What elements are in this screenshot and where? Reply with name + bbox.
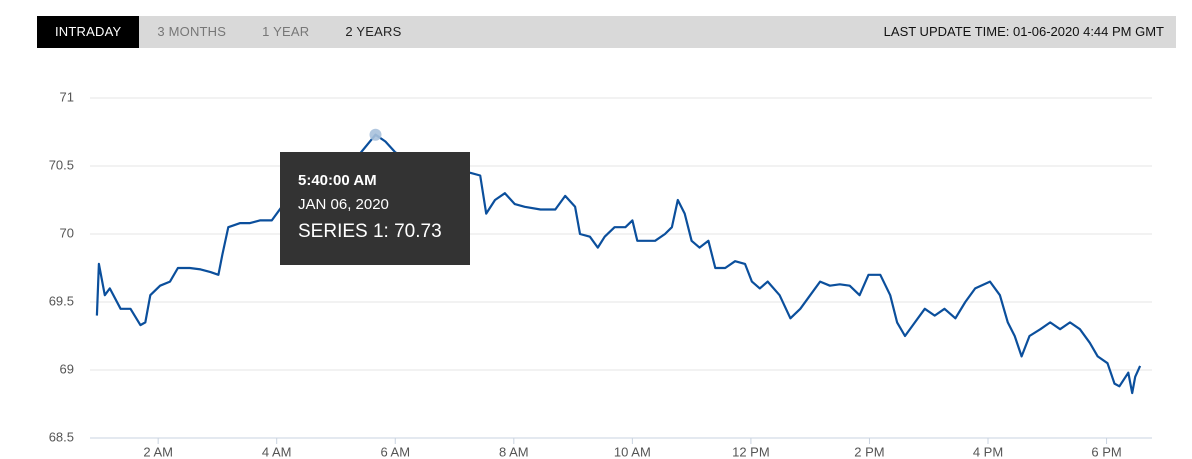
x-tick-label: 6 AM <box>380 444 410 459</box>
tooltip-value: SERIES 1: 70.73 <box>298 221 442 242</box>
last-update: LAST UPDATE TIME: 01-06-2020 4:44 PM GMT <box>883 24 1164 39</box>
y-tick-label: 69.5 <box>49 293 74 308</box>
x-tick-label: 4 PM <box>973 444 1003 459</box>
hover-marker <box>369 128 382 141</box>
x-tick-label: 2 AM <box>143 444 173 459</box>
y-tick-label: 70.5 <box>49 157 74 172</box>
x-tick-label: 6 PM <box>1091 444 1121 459</box>
y-tick-label: 71 <box>60 89 74 104</box>
tab[interactable]: 3 MONTHS <box>157 24 227 39</box>
y-tick-label: 68.5 <box>49 429 74 444</box>
tab[interactable]: 1 YEAR <box>262 24 310 39</box>
y-tick-label: 70 <box>60 225 74 240</box>
x-tick-label: 4 AM <box>262 444 292 459</box>
x-tick-label: 10 AM <box>614 444 651 459</box>
tab[interactable]: INTRADAY <box>37 16 140 48</box>
tooltip: 5:40:00 AM JAN 06, 2020 SERIES 1: 70.73 <box>280 152 470 265</box>
x-tick-label: 8 AM <box>499 444 529 459</box>
series-line <box>95 133 1142 395</box>
range-bar: INTRADAY 3 MONTHS 1 YEAR 2 YEARS LAST UP… <box>37 16 1176 48</box>
tooltip-time: 5:40:00 AM <box>298 172 377 189</box>
x-tick-label: 2 PM <box>854 444 884 459</box>
y-tick-label: 69 <box>60 361 74 376</box>
tooltip-date: JAN 06, 2020 <box>298 196 389 213</box>
tooltip-box <box>280 152 470 265</box>
tab[interactable]: 2 YEARS <box>345 24 402 39</box>
x-tick-label: 12 PM <box>732 444 770 459</box>
